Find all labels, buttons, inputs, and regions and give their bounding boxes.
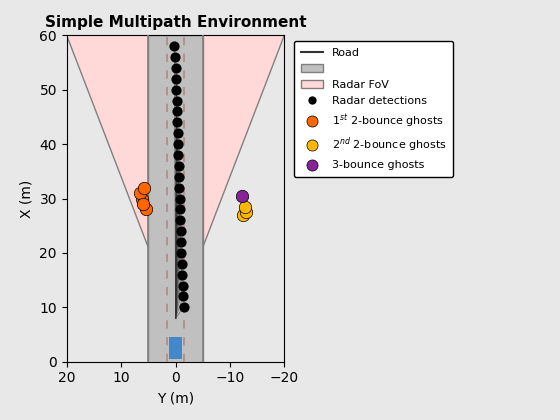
Point: [138, 201, 147, 207]
Point: [179, 293, 188, 300]
Point: [242, 209, 251, 215]
Point: [174, 173, 183, 180]
Point: [176, 217, 185, 223]
Point: [175, 206, 184, 213]
Point: [171, 87, 180, 93]
Legend: Road, , Radar FoV, Radar detections, $1^{st}$ 2-bounce ghosts, $2^{nd}$ 2-bounce: Road, , Radar FoV, Radar detections, $1^…: [294, 41, 454, 177]
Point: [239, 212, 248, 218]
Point: [173, 130, 182, 136]
Point: [171, 65, 180, 71]
Point: [237, 192, 246, 199]
Point: [175, 184, 184, 191]
Point: [177, 249, 186, 256]
Point: [176, 239, 185, 245]
Point: [137, 195, 146, 202]
X-axis label: Y (m): Y (m): [157, 391, 194, 405]
Point: [178, 282, 187, 289]
Point: [176, 228, 185, 234]
Point: [241, 203, 250, 210]
Point: [178, 271, 186, 278]
Point: [141, 206, 150, 213]
Point: [175, 195, 184, 202]
Point: [170, 43, 179, 50]
Point: [179, 304, 188, 311]
Point: [170, 54, 179, 60]
Point: [178, 260, 186, 267]
Y-axis label: X (m): X (m): [20, 179, 34, 218]
Point: [172, 119, 181, 126]
Bar: [169, 337, 182, 359]
Point: [171, 76, 180, 82]
Point: [172, 108, 181, 115]
Bar: [148, 35, 203, 378]
Point: [173, 141, 182, 147]
Point: [139, 184, 148, 191]
Title: Simple Multipath Environment: Simple Multipath Environment: [45, 15, 306, 30]
Point: [172, 97, 181, 104]
Point: [136, 190, 144, 197]
Point: [174, 152, 183, 158]
Polygon shape: [67, 35, 284, 318]
Point: [174, 163, 183, 169]
